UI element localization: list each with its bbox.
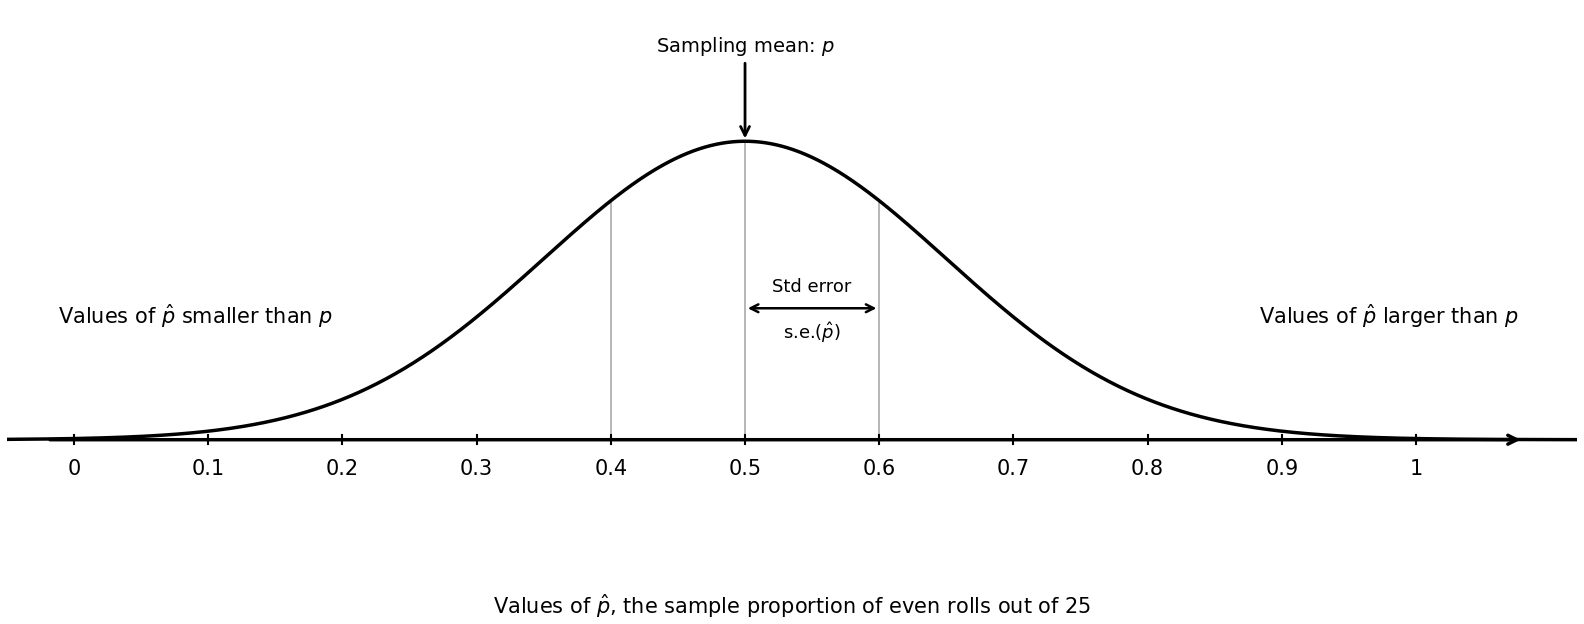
Text: 0.1: 0.1 bbox=[192, 459, 225, 479]
Text: 0.2: 0.2 bbox=[326, 459, 360, 479]
Text: 0.3: 0.3 bbox=[459, 459, 493, 479]
Text: Sampling mean: $p$: Sampling mean: $p$ bbox=[656, 35, 835, 135]
Text: 0.4: 0.4 bbox=[594, 459, 627, 479]
Text: Values of $\hat{p}$ larger than $p$: Values of $\hat{p}$ larger than $p$ bbox=[1259, 302, 1519, 329]
Text: 0.6: 0.6 bbox=[863, 459, 897, 479]
Text: 1: 1 bbox=[1410, 459, 1422, 479]
Text: s.e.($\hat{p}$): s.e.($\hat{p}$) bbox=[782, 320, 841, 345]
Text: 0.7: 0.7 bbox=[996, 459, 1030, 479]
Text: Values of $\hat{p}$, the sample proportion of even rolls out of 25: Values of $\hat{p}$, the sample proporti… bbox=[493, 593, 1091, 620]
Text: 0: 0 bbox=[68, 459, 81, 479]
Text: Std error: Std error bbox=[773, 278, 852, 296]
Text: 0.8: 0.8 bbox=[1131, 459, 1164, 479]
Text: 0.5: 0.5 bbox=[729, 459, 762, 479]
Text: Values of $\hat{p}$ smaller than $p$: Values of $\hat{p}$ smaller than $p$ bbox=[57, 302, 333, 329]
Text: 0.9: 0.9 bbox=[1266, 459, 1299, 479]
